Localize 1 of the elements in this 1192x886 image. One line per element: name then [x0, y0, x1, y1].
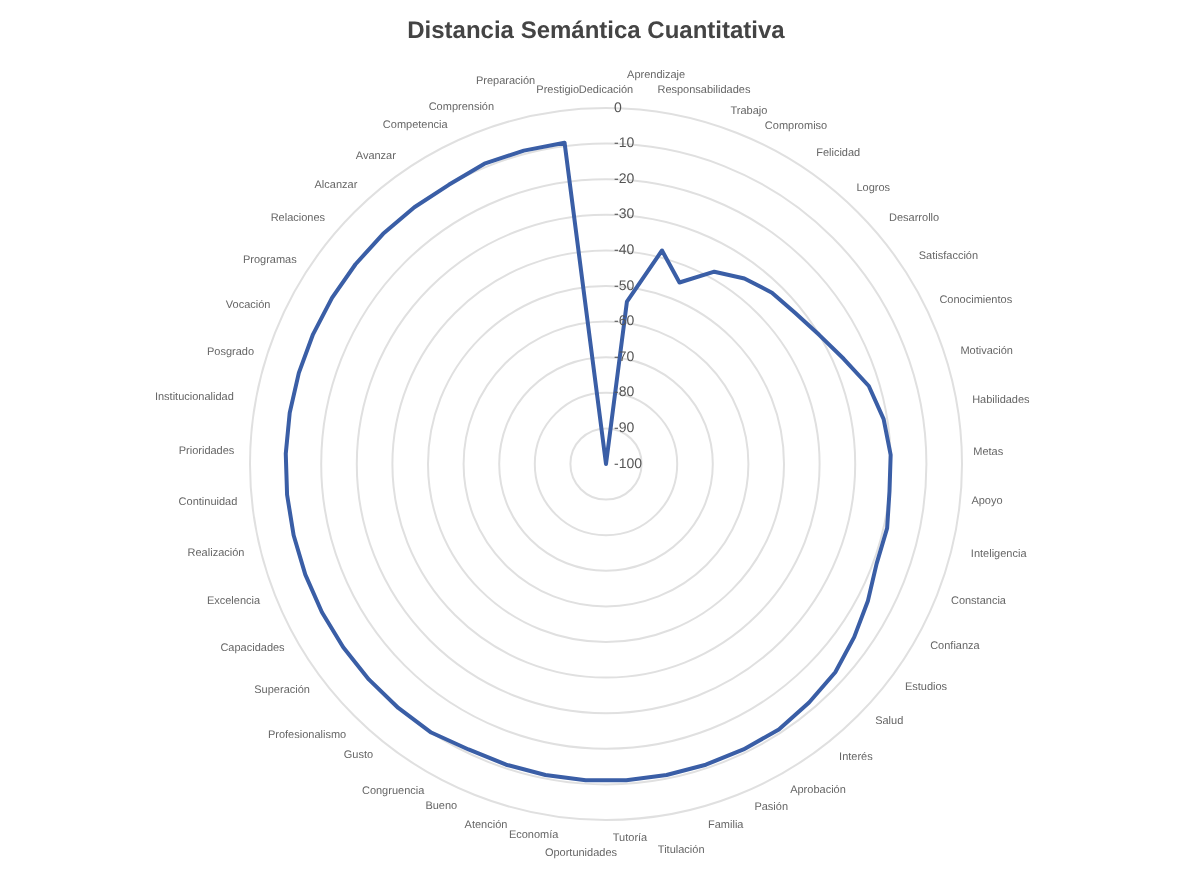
chart-title: Distancia Semántica Cuantitativa: [405, 16, 787, 44]
